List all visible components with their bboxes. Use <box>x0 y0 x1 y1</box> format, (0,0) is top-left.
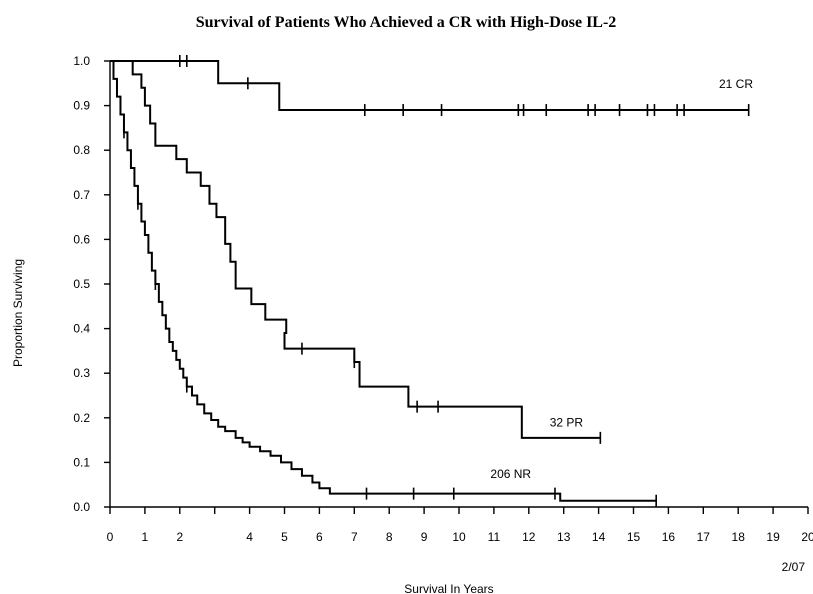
chart-title: Survival of Patients Who Achieved a CR w… <box>196 14 617 31</box>
date-note: 2/07 <box>782 560 806 574</box>
series-label: 32 PR <box>550 416 584 430</box>
y-tick-label: 0.5 <box>73 277 90 291</box>
x-tick-label: 1 <box>142 530 149 544</box>
y-tick-label: 0.0 <box>73 500 90 514</box>
axes <box>109 61 808 508</box>
curve-21-cr <box>110 60 749 112</box>
series-label: 206 NR <box>490 467 531 481</box>
x-tick-label: 6 <box>316 530 323 544</box>
curve-32-pr <box>110 60 601 439</box>
x-tick-label: 5 <box>281 530 288 544</box>
x-tick-label: 7 <box>351 530 358 544</box>
y-tick-label: 0.3 <box>73 366 90 380</box>
x-tick-label: 2 <box>176 530 183 544</box>
x-tick-label: 10 <box>452 530 466 544</box>
survival-curves <box>110 55 750 507</box>
x-tick-label: 16 <box>662 530 676 544</box>
x-tick-label: 13 <box>557 530 571 544</box>
x-tick-label: 19 <box>766 530 780 544</box>
y-tick-label: 0.8 <box>73 143 90 157</box>
x-tick-label: 12 <box>522 530 536 544</box>
x-tick-label: 15 <box>627 530 641 544</box>
x-tick-label: 20 <box>801 530 813 544</box>
x-tick-label: 18 <box>732 530 746 544</box>
x-tick-label: 14 <box>592 530 606 544</box>
x-tick-label: 8 <box>386 530 393 544</box>
x-tick-label: 4 <box>246 530 253 544</box>
curve-206-nr <box>110 60 657 502</box>
y-axis-label: Proportion Surviving <box>11 259 25 367</box>
y-tick-label: 0.4 <box>73 322 90 336</box>
y-tick-label: 0.1 <box>73 455 90 469</box>
series-labels: 21 CR 32 PR 206 NR <box>490 77 753 481</box>
y-tick-label: 1.0 <box>73 54 90 68</box>
y-tick-label: 0.6 <box>73 232 90 246</box>
y-ticks: 0.0 0.1 0.2 0.3 0.4 0.5 0.6 0.7 0.8 0.9 1.0 <box>73 54 110 514</box>
x-tick-label: 9 <box>421 530 428 544</box>
y-tick-label: 0.7 <box>73 188 90 202</box>
y-tick-label: 0.2 <box>73 411 90 425</box>
y-tick-label: 0.9 <box>73 99 90 113</box>
x-axis-label: Survival In Years <box>404 582 493 594</box>
x-tick-label: 11 <box>488 530 501 544</box>
series-label: 21 CR <box>719 77 753 91</box>
x-tick-label: 0 <box>107 530 114 544</box>
x-ticks: 0 1 2 4 5 6 7 8 9 10 11 12 13 14 15 16 17 18 19 20 <box>107 507 813 544</box>
x-tick-label: 17 <box>697 530 711 544</box>
